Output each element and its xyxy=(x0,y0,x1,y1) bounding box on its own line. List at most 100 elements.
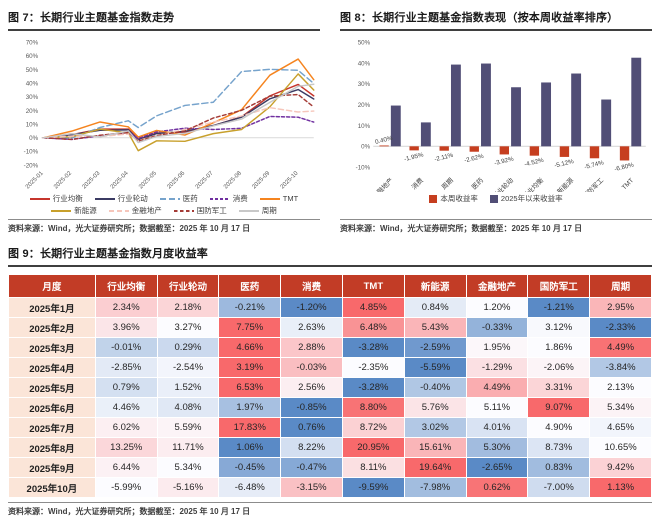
weekly-return-bar xyxy=(409,146,419,151)
ytd-return-bar xyxy=(601,99,612,147)
table-row: 2025年1月 2.34% 2.18% -0.21% -1.20% 4.85% 0.84% 1… xyxy=(8,297,652,318)
return-cell: 2.56% xyxy=(280,377,343,398)
column-header: 周期 xyxy=(589,274,652,298)
column-header: 金融地产 xyxy=(465,274,529,298)
return-cell: 4.90% xyxy=(527,417,591,438)
y-tick-label: 10% xyxy=(26,121,39,128)
return-cell: 4.49% xyxy=(589,337,652,358)
y-tick-label: 50% xyxy=(26,67,39,74)
y-tick-label: 0% xyxy=(361,144,370,151)
series-line-周期 xyxy=(42,83,315,144)
return-cell: -7.98% xyxy=(403,477,467,498)
return-cell: 1.97% xyxy=(218,397,282,418)
return-cell: -0.45% xyxy=(218,457,282,478)
legend-line-swatch xyxy=(108,209,129,212)
return-cell: -6.48% xyxy=(218,477,282,498)
column-header: TMT xyxy=(341,274,405,298)
legend-line-swatch xyxy=(209,197,230,200)
table-row: 2025年10月 -5.99% -5.16% -6.48% -3.15% -9.59% -7… xyxy=(8,477,652,498)
weekly-value-label: -2.11% xyxy=(434,152,455,164)
x-tick-label: 2025-02 xyxy=(53,170,73,190)
table-row: 2025年5月 0.79% 1.52% 6.53% 2.56% -3.28% -0.40% 4… xyxy=(8,377,652,398)
line-chart: 70% 60% 50% 40% 30% 20% 10% 0% -10% -20% 2025-01 20… xyxy=(8,31,320,192)
y-tick-label: 40% xyxy=(358,60,371,67)
weekly-value-label: 0.40% xyxy=(374,135,393,146)
month-cell: 2025年10月 xyxy=(8,477,96,498)
return-cell: 7.75% xyxy=(218,317,282,338)
return-cell: -0.85% xyxy=(280,397,343,418)
return-cell: -2.85% xyxy=(94,357,158,378)
figure7-legend: 行业均衡 行业轮动 医药 消费 TMT 新能源 金融地产 国防军工 周期 xyxy=(8,193,320,216)
legend-label: 本周收益率 xyxy=(440,194,478,204)
figure9-section: 图 9：长期行业主题基金指数月度收益率 月度 行业均衡 行业轮动 医药 消费 TMT 新能源… xyxy=(8,242,652,517)
return-cell: 0.83% xyxy=(527,457,591,478)
legend-line-swatch xyxy=(238,209,259,212)
x-tick-label: 2025-05 xyxy=(138,170,158,190)
column-header: 行业轮动 xyxy=(156,274,220,298)
return-cell: 13.25% xyxy=(94,437,158,458)
return-cell: 5.43% xyxy=(403,317,467,338)
y-tick-label: 30% xyxy=(26,94,39,101)
return-cell: 2.18% xyxy=(156,297,220,318)
figure8-title: 图 8：长期行业主题基金指数表现（按本周收益率排序） xyxy=(340,6,652,31)
return-cell: 8.22% xyxy=(280,437,343,458)
column-header: 医药 xyxy=(218,274,282,298)
y-tick-label: 60% xyxy=(26,53,39,60)
table-row: 2025年8月 13.25% 11.71% 1.06% 8.22% 20.95% 15.61… xyxy=(8,437,652,458)
return-cell: 17.83% xyxy=(218,417,282,438)
legend-line-swatch xyxy=(259,197,280,200)
ytd-return-bar xyxy=(541,82,552,147)
legend-label: 新能源 xyxy=(74,206,97,216)
x-tick-label: 2025-09 xyxy=(251,170,271,190)
monthly-returns-table: 月度 行业均衡 行业轮动 医药 消费 TMT 新能源 金融地产 国防军工 周期 2025年1月 2.3… xyxy=(8,267,652,498)
table-row: 2025年6月 4.46% 4.08% 1.97% -0.85% 8.80% 5.76% 5.… xyxy=(8,397,652,418)
ytd-return-bar xyxy=(420,122,431,147)
x-tick-label: 2025-07 xyxy=(195,170,215,190)
category-label: 行业均衡 xyxy=(520,175,545,192)
return-cell: 5.34% xyxy=(589,397,652,418)
return-cell: 1.20% xyxy=(465,297,529,318)
return-cell: -9.59% xyxy=(341,477,405,498)
weekly-return-bar xyxy=(499,146,509,155)
return-cell: 15.61% xyxy=(403,437,467,458)
ytd-return-bar xyxy=(390,105,401,147)
figure8-panel: 图 8：长期行业主题基金指数表现（按本周收益率排序） 50% 40% 30% 20% 1… xyxy=(340,6,652,234)
return-cell: 8.11% xyxy=(341,457,405,478)
legend-line-swatch xyxy=(51,209,72,212)
category-label: TMT xyxy=(621,177,635,191)
month-cell: 2025年1月 xyxy=(8,297,96,318)
legend-line-swatch xyxy=(29,197,50,200)
return-cell: 2.95% xyxy=(589,297,652,318)
weekly-value-label: -2.62% xyxy=(463,153,484,165)
figure7-source: 资料来源：Wind，光大证券研究所；数据截至：2025 年 10 月 17 日 xyxy=(8,219,320,234)
month-cell: 2025年7月 xyxy=(8,417,96,438)
return-cell: 6.02% xyxy=(94,417,158,438)
legend-line-swatch xyxy=(94,197,115,200)
return-cell: 1.52% xyxy=(156,377,220,398)
x-tick-label: 2025-01 xyxy=(25,170,45,190)
return-cell: -1.20% xyxy=(280,297,343,318)
legend-line-swatch xyxy=(159,197,180,200)
y-tick-label: 20% xyxy=(26,108,39,115)
return-cell: -1.29% xyxy=(465,357,529,378)
return-cell: -2.54% xyxy=(156,357,220,378)
y-tick-label: 70% xyxy=(26,40,39,47)
legend-row: 行业均衡 行业轮动 医药 消费 TMT xyxy=(29,193,298,204)
return-cell: 5.11% xyxy=(465,397,529,418)
month-cell: 2025年5月 xyxy=(8,377,96,398)
legend-label: 医药 xyxy=(182,194,198,204)
legend-label: 金融地产 xyxy=(131,206,162,216)
ytd-return-bar xyxy=(511,87,521,147)
legend-label: 行业轮动 xyxy=(117,194,148,204)
return-cell: -7.00% xyxy=(527,477,591,498)
return-cell: -3.28% xyxy=(341,377,405,398)
x-tick-label: 2025-06 xyxy=(166,170,186,190)
weekly-return-bar xyxy=(589,146,600,159)
table-row: 2025年4月 -2.85% -2.54% 3.19% -0.03% -2.35% -5.5… xyxy=(8,357,652,378)
y-tick-label: 20% xyxy=(358,102,371,109)
bar-chart: 50% 40% 30% 20% 10% 0% -10% 0.40% 金融地产 -1.95% 消费 -2… xyxy=(340,31,652,192)
ytd-return-bar xyxy=(481,63,491,147)
y-tick-label: 30% xyxy=(358,81,371,88)
legend-row: 新能源 金融地产 国防军工 周期 xyxy=(51,205,277,216)
legend-label: 国防军工 xyxy=(196,206,227,216)
